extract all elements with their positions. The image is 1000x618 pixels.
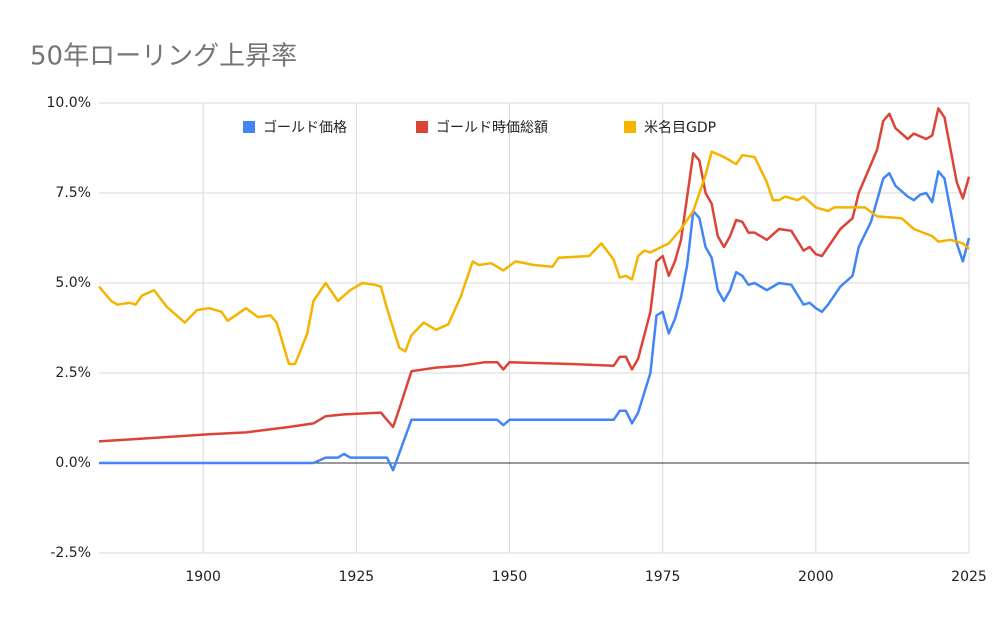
- x-tick-label: 1925: [339, 569, 375, 585]
- x-tick-label: 1950: [492, 569, 528, 585]
- legend-swatch: [243, 121, 255, 133]
- x-tick-label: 2025: [951, 569, 987, 585]
- x-tick-label: 1975: [645, 569, 681, 585]
- y-tick-label: 2.5%: [55, 365, 91, 381]
- series-line: [98, 107, 971, 443]
- series-line: [99, 170, 971, 472]
- y-tick-label: 0.0%: [55, 455, 91, 471]
- y-tick-label: 10.0%: [47, 95, 91, 111]
- x-tick-label: 1900: [185, 569, 221, 585]
- legend-label: ゴールド時価総額: [436, 119, 548, 136]
- chart-title: 50年ローリング上昇率: [30, 42, 297, 72]
- y-tick-label: 7.5%: [55, 185, 91, 201]
- y-tick-label: 5.0%: [55, 275, 91, 291]
- legend-label: ゴールド価格: [263, 119, 347, 136]
- series-line: [98, 150, 970, 366]
- legend-label: 米名目GDP: [644, 120, 716, 136]
- legend-swatch: [416, 121, 428, 133]
- legend-swatch: [624, 121, 636, 133]
- x-tick-label: 2000: [798, 569, 834, 585]
- y-tick-label: -2.5%: [50, 545, 91, 561]
